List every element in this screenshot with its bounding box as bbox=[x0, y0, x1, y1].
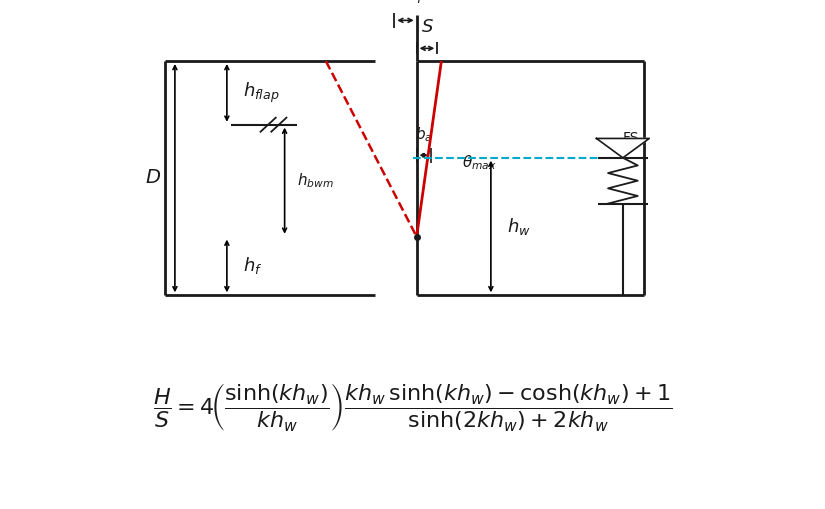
Text: $h_{bwm}$: $h_{bwm}$ bbox=[297, 172, 334, 190]
Text: FS: FS bbox=[623, 131, 639, 145]
Text: $h_{flap}$: $h_{flap}$ bbox=[243, 81, 280, 105]
Polygon shape bbox=[596, 138, 649, 158]
Text: $\theta_{max}$: $\theta_{max}$ bbox=[462, 154, 497, 172]
Text: $A_f$: $A_f$ bbox=[403, 0, 424, 5]
Text: $D$: $D$ bbox=[144, 169, 161, 187]
Text: $h_w$: $h_w$ bbox=[507, 216, 531, 237]
Text: $S$: $S$ bbox=[421, 18, 434, 36]
Text: $h_f$: $h_f$ bbox=[243, 256, 263, 276]
Text: $b_a$: $b_a$ bbox=[415, 125, 432, 144]
Text: $\dfrac{H}{S} = 4\!\left(\dfrac{\sinh(kh_w)}{kh_w}\right)\dfrac{kh_w\,\sinh(kh_w: $\dfrac{H}{S} = 4\!\left(\dfrac{\sinh(kh… bbox=[153, 381, 672, 433]
